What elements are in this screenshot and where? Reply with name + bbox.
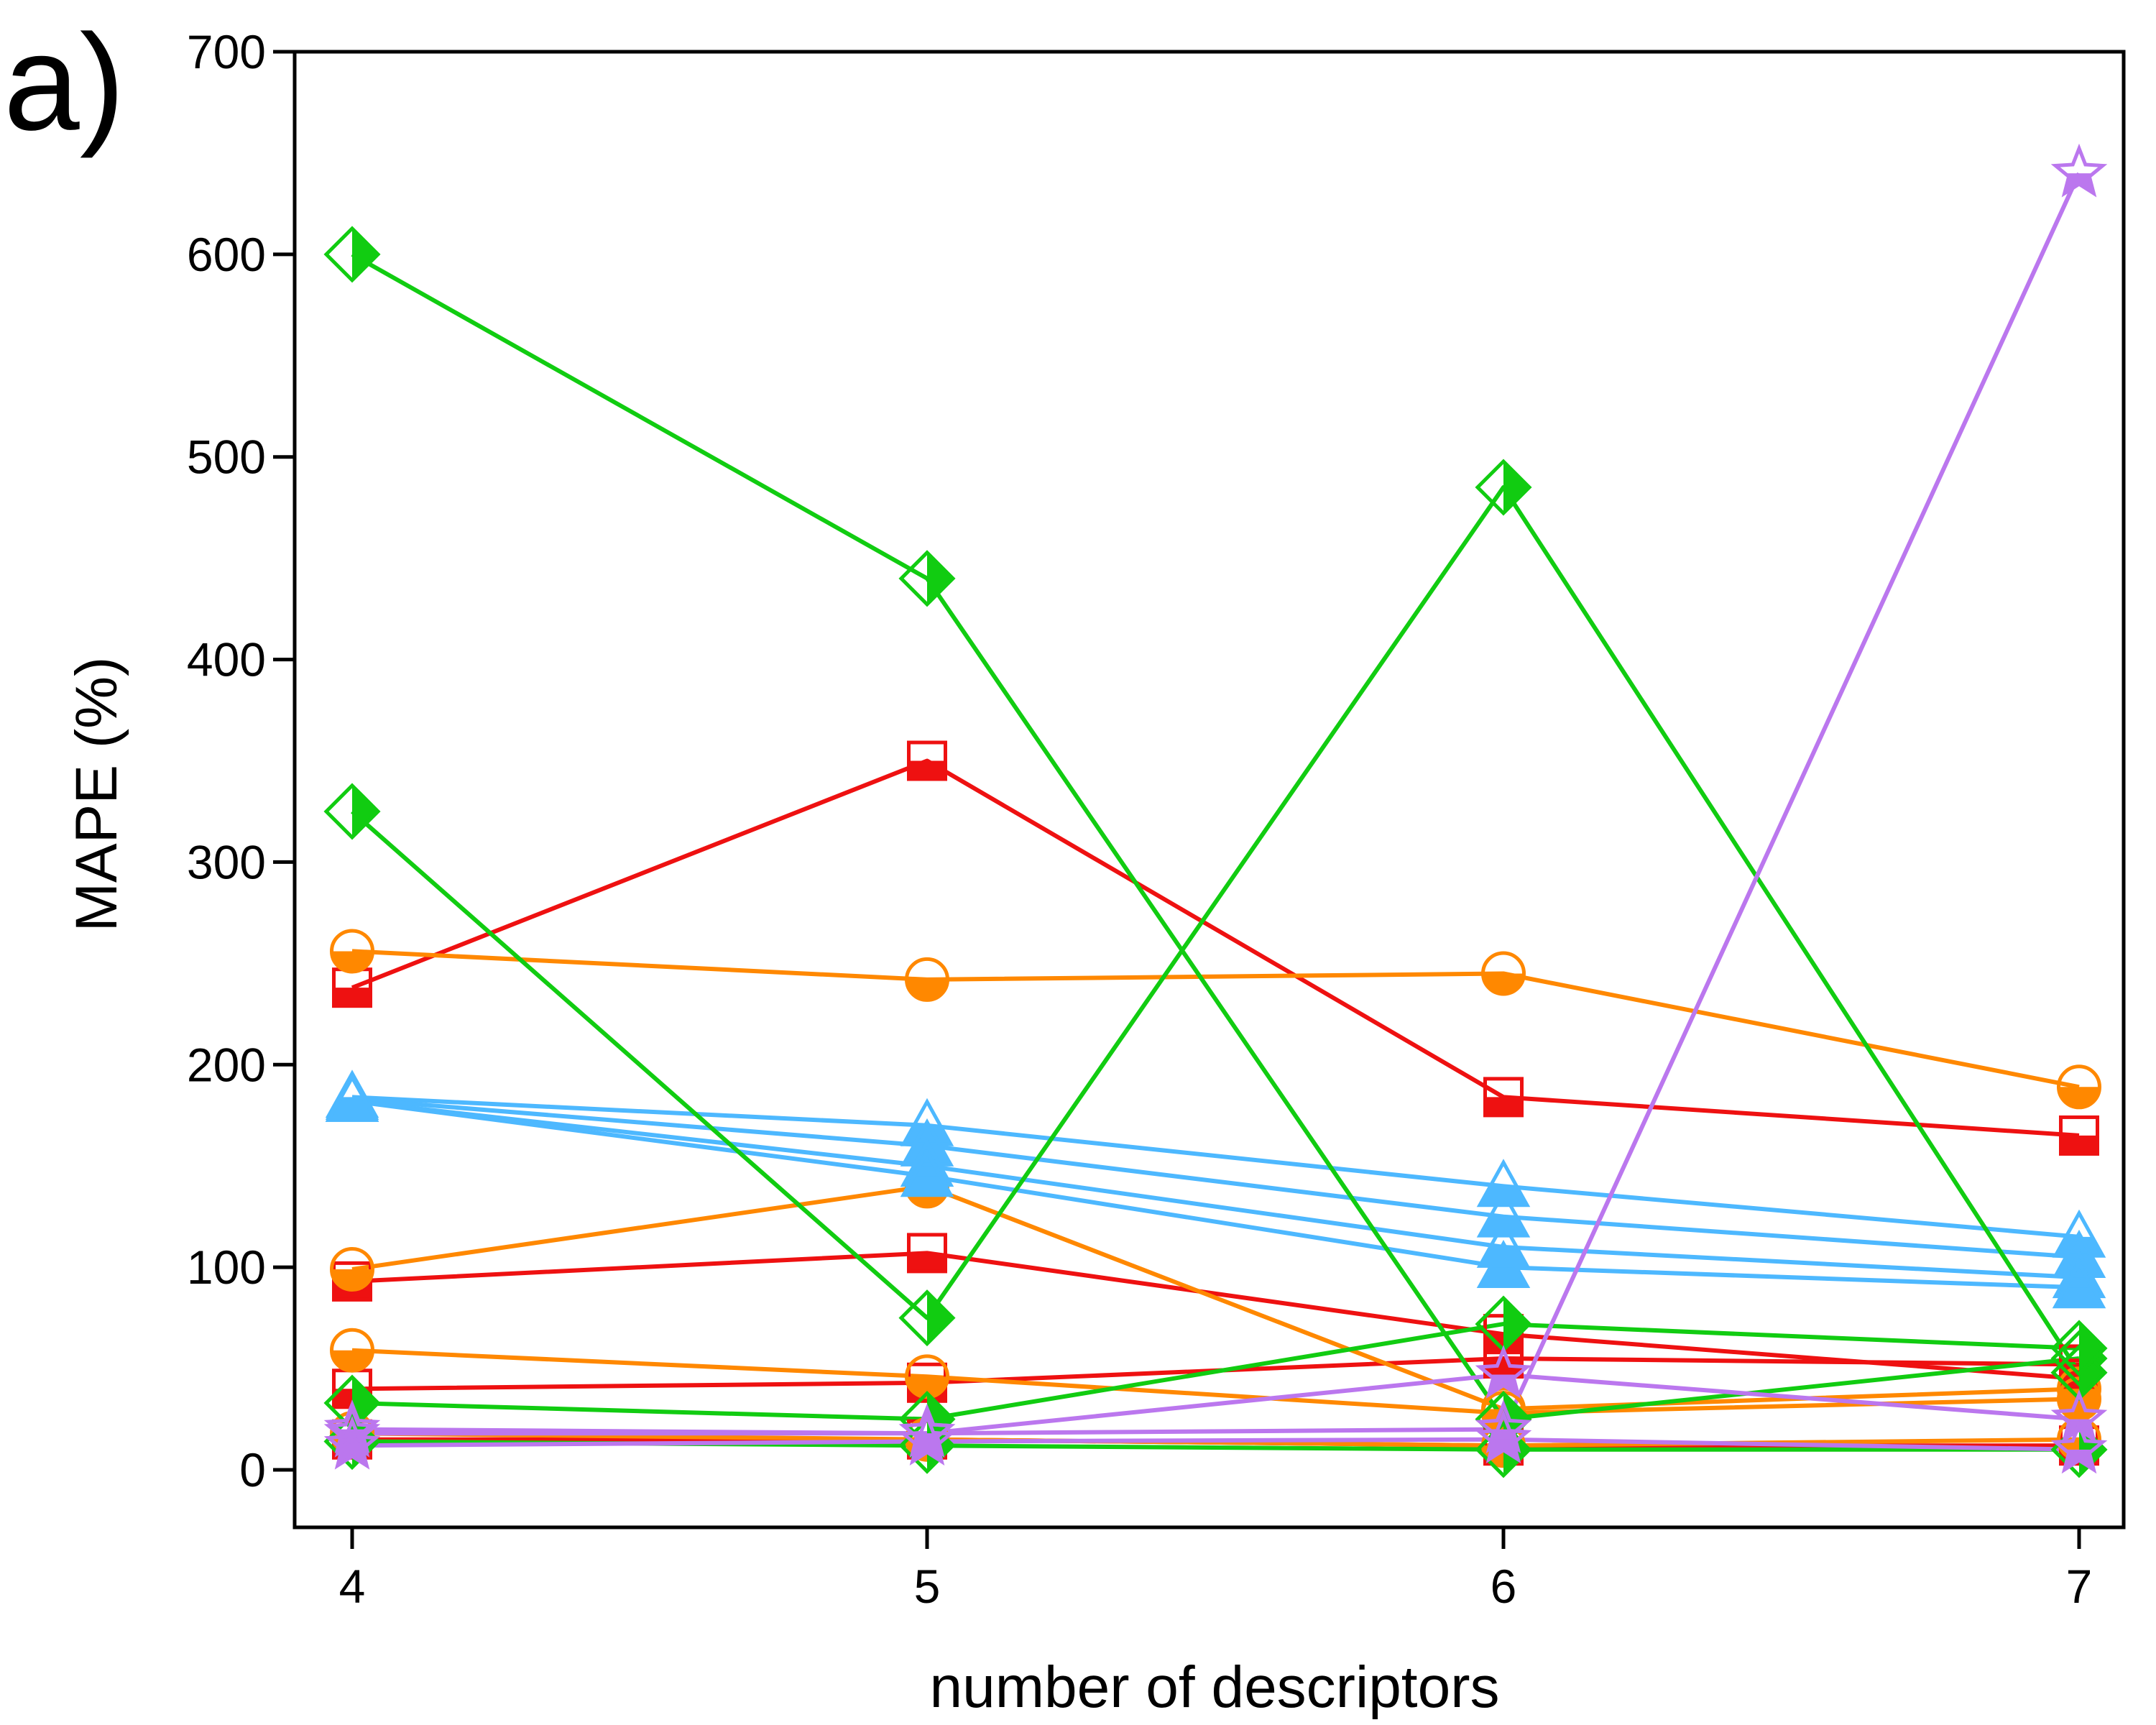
data-point xyxy=(898,1289,956,1347)
data-point xyxy=(2052,1260,2106,1309)
data-point xyxy=(330,929,374,974)
markers-purple-star xyxy=(323,143,2108,1458)
series-green-diamond xyxy=(351,1322,2080,1422)
markers-purple-star xyxy=(323,1409,2108,1474)
markers-orange-circle xyxy=(330,1328,2101,1436)
y-axis-title: MAPE (%) xyxy=(64,657,129,932)
series-line xyxy=(351,949,2080,1090)
y-tick-label: 500 xyxy=(187,431,266,484)
data-point xyxy=(330,1328,374,1373)
y-tick-label: 0 xyxy=(239,1443,266,1496)
markers-blue-triangle xyxy=(325,1073,2106,1309)
series-line xyxy=(351,1437,2080,1452)
data-point xyxy=(1475,459,1532,516)
data-point xyxy=(907,740,947,781)
data-point xyxy=(332,967,372,1008)
series-blue-triangle xyxy=(351,1099,2080,1290)
series-orange-circle xyxy=(351,1348,2080,1416)
data-point xyxy=(1475,1345,1532,1399)
series-purple-star xyxy=(351,1372,2080,1436)
markers-blue-triangle xyxy=(325,1072,2106,1278)
data-point xyxy=(1481,951,1526,996)
series-green-diamond xyxy=(351,252,2080,1422)
series-line xyxy=(351,1322,2080,1422)
data-point xyxy=(2050,1320,2108,1377)
data-point xyxy=(905,957,949,1002)
axes-layer: 0 100 200 300 400 500 600 700 4 5 6 7 xyxy=(187,25,2126,1613)
series-line xyxy=(351,1095,2080,1239)
data-point xyxy=(2059,1115,2099,1156)
x-tick-label: 4 xyxy=(339,1560,366,1613)
data-point xyxy=(2050,1420,2108,1474)
data-point xyxy=(2057,1064,2101,1110)
series-red-square xyxy=(351,758,2080,1138)
y-tick-label: 300 xyxy=(187,835,266,888)
series-purple-star xyxy=(351,1437,2080,1452)
data-point xyxy=(323,1399,381,1454)
data-point xyxy=(1475,1409,1532,1464)
series-blue-triangle xyxy=(351,1099,2080,1280)
series-red-square xyxy=(351,1251,2080,1381)
series-line xyxy=(351,485,2081,1374)
data-point xyxy=(330,1246,374,1292)
data-point xyxy=(898,1412,956,1466)
y-tick-label: 200 xyxy=(187,1038,266,1091)
data-point xyxy=(323,226,381,283)
x-axis-title: number of descriptors xyxy=(929,1655,1499,1720)
data-point xyxy=(898,550,956,607)
y-tick-label: 700 xyxy=(187,25,266,78)
series-layer xyxy=(323,143,2108,1478)
series-line xyxy=(351,1251,2080,1381)
markers-orange-circle xyxy=(330,929,2101,1110)
data-point xyxy=(1483,1077,1524,1118)
markers-blue-triangle xyxy=(325,1070,2106,1258)
markers-red-square xyxy=(332,740,2099,1156)
series-orange-circle xyxy=(351,949,2080,1090)
series-green-diamond xyxy=(351,485,2081,1374)
panel-label: a) xyxy=(4,6,125,159)
data-point xyxy=(2050,143,2108,198)
x-tick-label: 5 xyxy=(914,1560,941,1613)
y-tick-label: 400 xyxy=(187,633,266,686)
y-tick-label: 600 xyxy=(187,228,266,281)
data-point xyxy=(325,1073,379,1122)
series-line xyxy=(351,1097,2080,1259)
series-purple-star xyxy=(352,172,2081,1436)
plot-frame xyxy=(292,50,2126,1530)
series-line xyxy=(351,1099,2080,1290)
data-point xyxy=(907,1233,947,1274)
data-point xyxy=(1476,1239,1531,1289)
y-tick-label: 100 xyxy=(187,1241,266,1294)
series-blue-triangle xyxy=(351,1095,2080,1239)
data-point xyxy=(323,1415,381,1470)
x-tick-label: 6 xyxy=(1491,1560,1517,1613)
series-line xyxy=(352,172,2081,1436)
data-point xyxy=(900,1149,954,1197)
series-line xyxy=(351,1372,2080,1436)
x-tick-label: 7 xyxy=(2066,1560,2093,1613)
series-line xyxy=(351,758,2080,1138)
series-line xyxy=(351,1099,2080,1280)
series-blue-triangle xyxy=(351,1097,2080,1259)
series-line xyxy=(351,1348,2080,1416)
series-line xyxy=(351,252,2080,1422)
markers-purple-star xyxy=(323,1345,2108,1458)
data-point xyxy=(323,783,381,840)
